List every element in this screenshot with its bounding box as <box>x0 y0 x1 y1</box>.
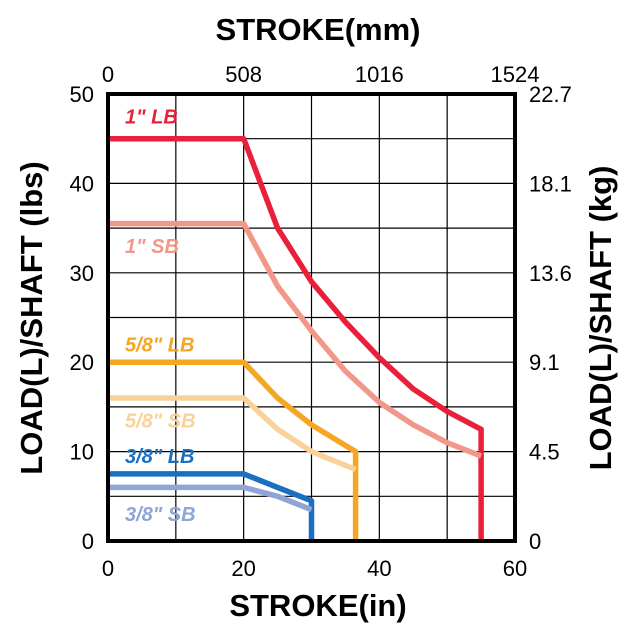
y2-tick-label: 18.1 <box>529 171 572 196</box>
plot-frame <box>106 92 517 543</box>
y2-tick-label: 0 <box>529 529 541 554</box>
x-tick-label: 40 <box>367 556 391 581</box>
series-labels: 1" LB 1" SB 5/8" LB 5/8" SB 3/8" LB 3/8" SB <box>125 106 196 526</box>
series-line-5 <box>108 484 313 513</box>
series-line-1 <box>108 220 483 459</box>
x2-tick-label: 1016 <box>355 62 404 87</box>
left-axis-title: LOAD(L)/SHAFT (lbs) <box>14 161 49 474</box>
x2-tick-label: 508 <box>225 62 262 87</box>
series-label-5: 3/8" SB <box>125 504 196 526</box>
series-layer <box>108 135 484 541</box>
series-line-2 <box>108 359 359 541</box>
y2-tick-label: 9.1 <box>529 350 560 375</box>
tick-labels: 0 20 40 600 508 1016 15240102030405004.59.113.… <box>70 62 572 581</box>
series-label-0: 1" LB <box>125 106 178 128</box>
series-label-1: 1" SB <box>125 236 179 258</box>
y2-tick-label: 22.7 <box>529 82 572 107</box>
bottom-axis-title: STROKE(in) <box>229 588 406 623</box>
y-tick-label: 50 <box>70 82 94 107</box>
y-tick-label: 40 <box>70 171 94 196</box>
x-tick-label: 60 <box>503 556 527 581</box>
y-tick-label: 20 <box>70 350 94 375</box>
y2-tick-label: 13.6 <box>529 261 572 286</box>
gridlines <box>108 94 515 541</box>
y-tick-label: 10 <box>70 440 94 465</box>
series-label-4: 3/8" LB <box>125 446 195 468</box>
x-tick-label: 20 <box>231 556 255 581</box>
x-tick-label: 0 <box>102 556 114 581</box>
y2-tick-label: 4.5 <box>529 440 560 465</box>
series-line-4 <box>108 471 315 541</box>
x2-tick-label: 0 <box>102 62 114 87</box>
y-tick-label: 30 <box>70 261 94 286</box>
right-axis-title: LOAD(L)/SHAFT (kg) <box>583 166 618 471</box>
series-label-3: 5/8" SB <box>125 410 196 432</box>
x2-tick-label: 1524 <box>491 62 540 87</box>
series-label-2: 5/8" LB <box>125 334 195 356</box>
y-tick-label: 0 <box>82 529 94 554</box>
top-axis-title: STROKE(mm) <box>216 12 421 47</box>
series-line-3 <box>108 395 357 473</box>
series-line-0 <box>108 135 484 541</box>
